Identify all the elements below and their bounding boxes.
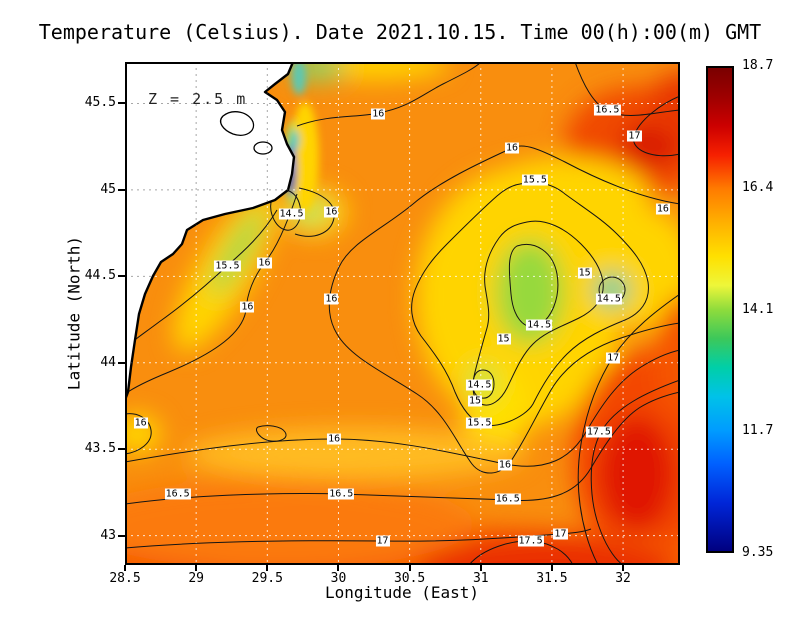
y-tick-label: 44.5	[84, 268, 116, 284]
contour-label: 14.5	[526, 319, 553, 331]
y-axis-tick	[118, 188, 125, 191]
contour-label: 17.5	[517, 535, 544, 547]
x-tick-label: 29.5	[251, 571, 283, 586]
contour-label: 14.5	[595, 293, 622, 305]
colorbar-tick-label: 11.7	[742, 423, 774, 439]
x-tick-label: 31.5	[536, 571, 568, 586]
y-tick-label: 44	[100, 354, 116, 370]
x-tick-label: 32	[615, 571, 631, 586]
contour-label: 16	[371, 108, 386, 120]
contour-label: 16	[133, 417, 148, 429]
contour-label: 16.5	[328, 488, 355, 500]
contour-label: 17	[553, 528, 568, 540]
colorbar-tick-label: 9.35	[742, 545, 774, 560]
contour-label: 14.5	[466, 379, 493, 391]
contour-label: 17	[627, 130, 642, 142]
contour-line	[590, 379, 681, 566]
coastline	[123, 61, 296, 401]
contour-label: 16	[324, 206, 339, 218]
land-area	[125, 62, 294, 400]
contour-label: 15	[496, 333, 511, 345]
contour-label: 15.5	[214, 260, 241, 272]
y-tick-label: 45.5	[84, 95, 116, 111]
contour-label: 14.5	[278, 208, 305, 220]
contour-line	[296, 61, 482, 127]
contour-line	[472, 220, 604, 406]
x-axis-tick	[337, 565, 340, 571]
x-axis-label: Longitude (East)	[324, 583, 480, 602]
x-tick-label: 29	[188, 571, 204, 586]
contour-label: 15	[577, 267, 592, 279]
contour-line	[577, 293, 681, 566]
y-tick-label: 43	[100, 527, 116, 543]
contour-label: 16	[257, 257, 272, 268]
depth-annotation: Z = 2.5 m	[148, 90, 248, 108]
contour-label: 16	[327, 433, 342, 445]
contour-label: 15.5	[466, 417, 493, 429]
contour-label: 15	[468, 395, 483, 407]
lagoon-lakes	[219, 111, 273, 155]
y-tick-label: 45	[100, 181, 116, 197]
y-tick-label: 43.5	[84, 441, 116, 457]
colorbar-tick-label: 18.7	[742, 58, 774, 73]
y-axis-tick	[118, 275, 125, 278]
y-axis-tick	[118, 534, 125, 537]
contour-label: 16	[505, 142, 520, 154]
contour-label: 16.5	[164, 488, 191, 500]
x-axis-tick	[622, 565, 625, 571]
x-axis-tick	[550, 565, 553, 571]
colorbar-tick-label: 16.4	[742, 179, 774, 195]
contour-label: 16	[655, 203, 670, 215]
contour-label: 16	[497, 459, 512, 471]
colorbar	[706, 66, 734, 553]
contour-label: 17	[606, 352, 621, 364]
colorbar-tick-label: 14.1	[742, 301, 774, 317]
page-title: Temperature (Celsius). Date 2021.10.15. …	[38, 20, 762, 44]
x-axis-tick	[124, 565, 126, 571]
map-plot-area	[75, 48, 725, 609]
contour-line	[124, 209, 278, 349]
x-tick-label: 28.5	[109, 571, 141, 586]
contour-line	[294, 187, 335, 237]
x-tick-label: 30.5	[393, 571, 426, 586]
contour-line	[411, 181, 649, 426]
x-axis-tick	[408, 565, 411, 571]
contour-line	[256, 425, 287, 442]
x-tick-label: 30	[330, 571, 347, 586]
contour-line	[124, 413, 152, 455]
y-axis-tick	[118, 361, 125, 364]
plot-frame	[125, 62, 680, 565]
contour-label: 16	[324, 293, 339, 305]
contour-label: 16.5	[494, 493, 521, 505]
x-tick-label: 31	[472, 571, 489, 586]
contour-label: 17.5	[585, 426, 612, 438]
x-axis-tick	[195, 565, 198, 571]
y-axis-tick	[118, 102, 125, 105]
contour-label: 16.5	[594, 104, 621, 116]
contour-label: 15.5	[521, 174, 548, 186]
temperature-field-svg	[75, 48, 725, 609]
contour-label: 16	[240, 301, 255, 313]
y-axis-tick	[118, 448, 125, 451]
x-axis-tick	[266, 565, 269, 571]
contour-label: 17	[375, 535, 390, 547]
x-axis-tick	[479, 565, 482, 571]
